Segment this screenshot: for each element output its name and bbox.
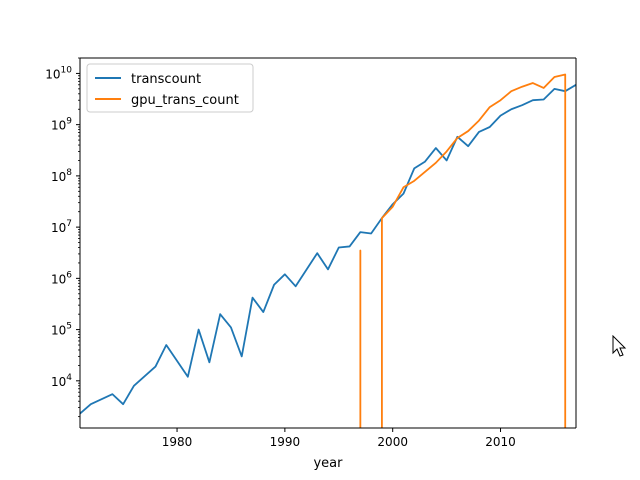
y-tick-label: 1010 (45, 65, 72, 81)
legend-box (86, 63, 254, 113)
x-axis-title: year (313, 456, 343, 471)
mouse-pointer-icon (612, 335, 627, 357)
series-line-transcount (80, 84, 576, 415)
y-tick-label: 109 (51, 117, 72, 133)
plot-background (80, 58, 576, 428)
x-tick-label: 1990 (270, 435, 301, 449)
y-tick-label: 105 (51, 322, 72, 338)
legend-label-gpu_trans_count: gpu_trans_count (131, 93, 239, 108)
x-tick-label: 1980 (162, 435, 193, 449)
series-line-gpu_trans_count (359, 73, 567, 428)
y-tick-label: 107 (51, 219, 72, 235)
legend-label-transcount: transcount (131, 72, 201, 87)
y-tick-label: 106 (51, 270, 72, 286)
x-tick-label: 2010 (485, 435, 516, 449)
y-tick-label: 108 (51, 168, 72, 184)
x-tick-label: 2000 (377, 435, 408, 449)
y-tick-label: 104 (51, 373, 72, 389)
